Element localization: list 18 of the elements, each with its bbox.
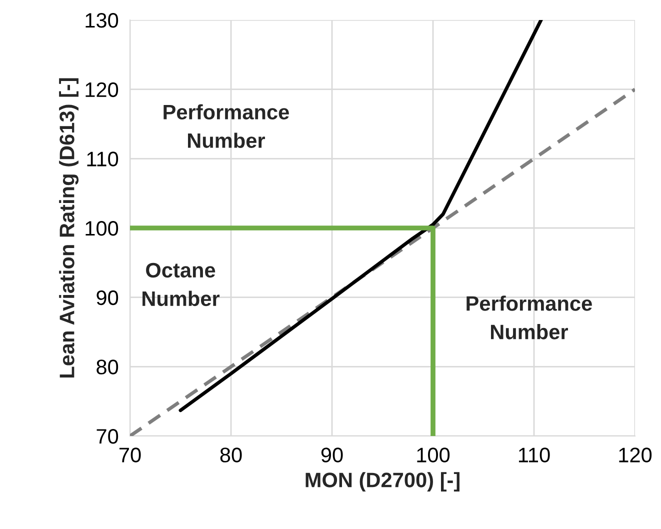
y-tick-label: 70 xyxy=(96,429,118,444)
x-tick-label: 120 xyxy=(619,448,652,462)
x-tick-label: 70 xyxy=(119,448,141,462)
y-tick-label: 90 xyxy=(96,290,118,306)
x-axis-title: MON (D2700) [-] xyxy=(306,472,460,492)
y-tick-label: 120 xyxy=(86,82,118,98)
y-tick-label: 100 xyxy=(86,221,118,236)
x-tick-label: 100 xyxy=(417,448,450,462)
annotation: Performance Number xyxy=(466,296,592,340)
annotation: Octane Number xyxy=(142,262,220,306)
y-axis-title: Lean Aviation Rating (D613) [-] xyxy=(59,78,79,378)
annotation: Performance Number xyxy=(164,104,289,148)
y-tick-label: 130 xyxy=(86,13,118,28)
y-tick-label: 80 xyxy=(96,360,118,374)
x-tick-label: 90 xyxy=(321,448,343,462)
x-tick-label: 80 xyxy=(220,448,242,462)
x-tick-label: 110 xyxy=(518,448,550,462)
y-tick-label: 110 xyxy=(87,152,118,166)
